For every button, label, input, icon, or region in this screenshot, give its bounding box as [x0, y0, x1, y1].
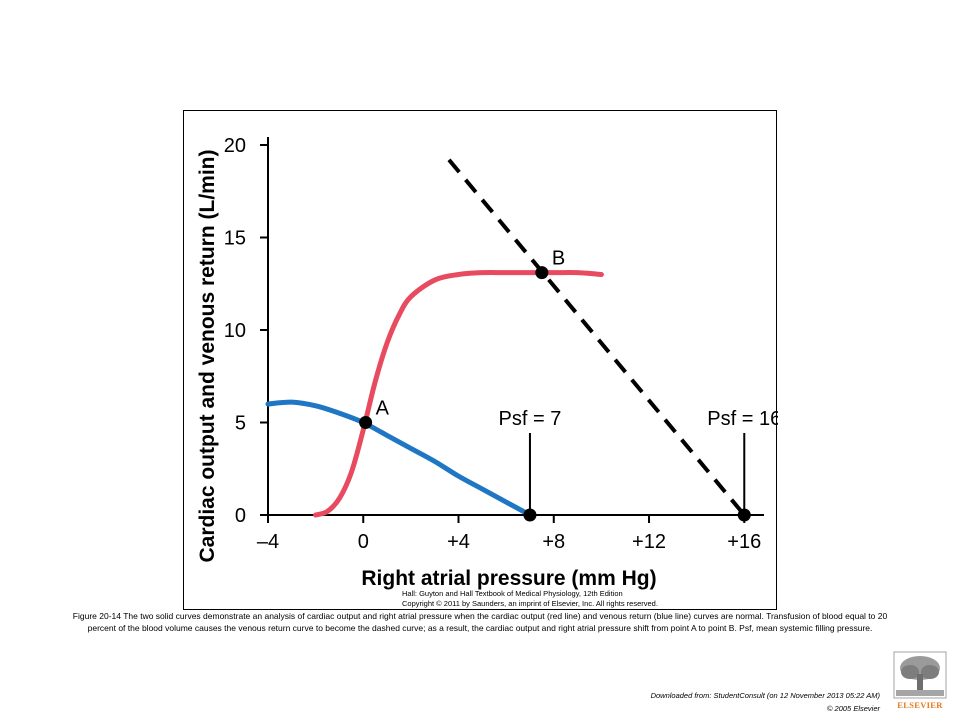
figure-frame: 0 5 10 15 20 –4 0 +4 +8 +12 +16 Psf = 7 Psf = 16 A B… [183, 110, 778, 610]
point-A-dot [359, 416, 373, 429]
credit-line-2: Copyright © 2011 by Saunders, an imprint… [402, 599, 658, 608]
y-tick-label: 5 [235, 413, 246, 435]
x-tick-label: +16 [727, 531, 761, 553]
point-B-label: B [552, 248, 565, 270]
download-notice: Downloaded from: StudentConsult (on 12 N… [650, 691, 880, 700]
x-tick-label: +8 [542, 531, 565, 553]
point-B-dot [535, 266, 549, 280]
y-tick-label: 10 [224, 320, 246, 342]
y-tick-label: 0 [235, 505, 246, 527]
elsevier-wordmark: ELSEVIER [897, 700, 943, 710]
series-normal-venous-return-line [265, 399, 533, 518]
psf-marker-dot [737, 508, 751, 522]
x-axis-title: Right atrial pressure (mm Hg) [361, 567, 656, 590]
psf-marker-label: Psf = 7 [499, 408, 562, 430]
y-axis-title: Cardiac output and venous return (L/min) [196, 149, 219, 562]
chart: 0 5 10 15 20 –4 0 +4 +8 +12 +16 Psf = 7 Psf = 16 A B… [196, 135, 778, 608]
credit-line-1: Hall: Guyton and Hall Textbook of Medica… [402, 589, 623, 598]
x-tick-label: +12 [632, 531, 666, 553]
psf-marker-dot [523, 508, 537, 522]
psf-marker-label: Psf = 16 [707, 408, 778, 430]
point-A-label: A [376, 398, 390, 420]
x-tick-label: +4 [447, 531, 470, 553]
y-tick-label: 20 [224, 135, 246, 157]
series-transfusion-venous-return-line [447, 158, 746, 517]
figure-caption: Figure 20-14 The two solid curves demons… [72, 611, 888, 633]
y-tick-label: 15 [224, 228, 246, 250]
x-tick-label: 0 [358, 531, 369, 553]
x-tick-label: –4 [257, 531, 279, 553]
copyright-notice: © 2005 Elsevier [826, 704, 880, 713]
elsevier-tree-logo [893, 651, 947, 699]
